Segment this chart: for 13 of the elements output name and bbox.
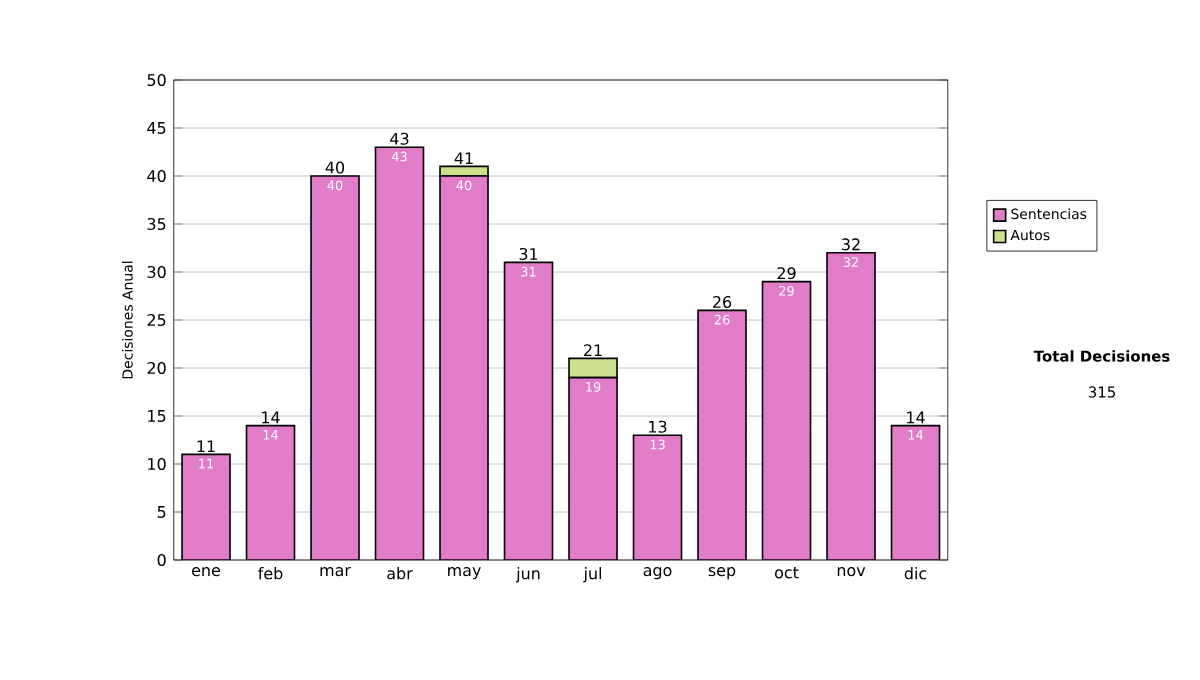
bar bbox=[827, 252, 876, 560]
bar bbox=[182, 454, 231, 560]
bar bbox=[311, 176, 360, 560]
bar bbox=[890, 424, 941, 560]
bar bbox=[569, 377, 618, 560]
bar bbox=[504, 262, 553, 560]
bar bbox=[375, 147, 424, 560]
bar bbox=[698, 310, 747, 560]
bar bbox=[762, 281, 811, 560]
bar bbox=[246, 425, 295, 560]
bar bbox=[440, 176, 489, 560]
bar bbox=[568, 357, 618, 379]
bar bbox=[633, 435, 682, 560]
